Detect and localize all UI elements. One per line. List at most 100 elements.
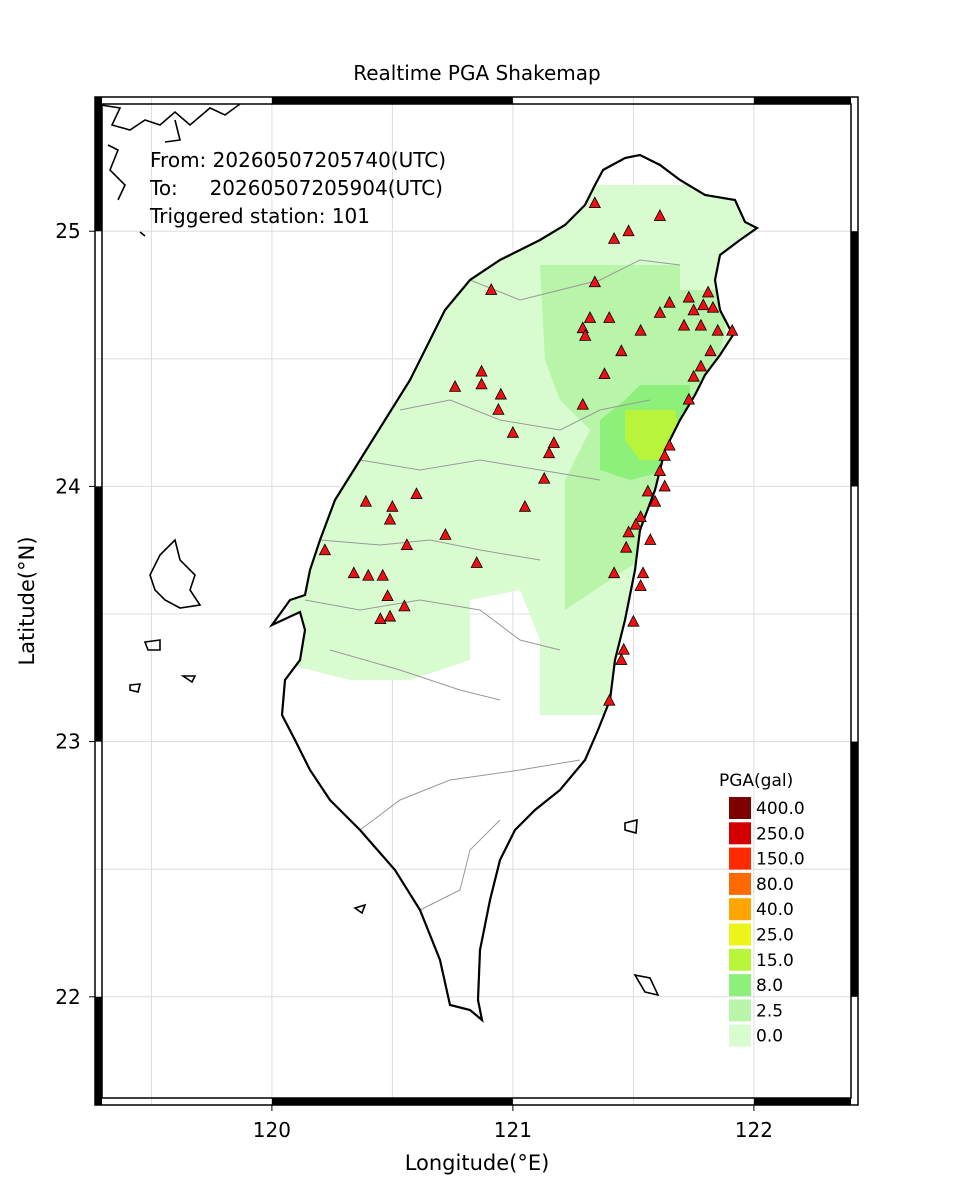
legend-swatch xyxy=(729,948,751,971)
station xyxy=(359,494,373,507)
station xyxy=(619,540,633,553)
station xyxy=(485,283,498,295)
station xyxy=(542,446,556,459)
station xyxy=(663,295,676,308)
station xyxy=(663,438,676,451)
station xyxy=(658,448,671,461)
station xyxy=(617,642,630,655)
station xyxy=(697,298,710,311)
station xyxy=(636,566,650,579)
y-tick-label: 25 xyxy=(55,219,80,243)
station xyxy=(726,323,739,336)
island xyxy=(353,818,660,997)
legend-swatch xyxy=(729,923,751,946)
legend-label: 8.0 xyxy=(756,976,783,996)
frame xyxy=(89,96,859,1111)
degree-bar xyxy=(271,1098,513,1105)
station xyxy=(506,425,520,438)
legend-label: 2.5 xyxy=(756,1001,783,1021)
y-tick-label: 23 xyxy=(55,730,80,754)
station xyxy=(410,487,423,499)
station xyxy=(701,285,715,298)
station xyxy=(538,471,551,484)
station xyxy=(687,369,700,382)
station xyxy=(374,612,387,625)
station xyxy=(627,614,640,627)
station xyxy=(607,566,621,579)
station xyxy=(622,224,635,237)
degree-bar xyxy=(271,97,513,104)
station xyxy=(704,344,717,357)
station xyxy=(629,517,642,530)
stations xyxy=(318,196,739,706)
station xyxy=(492,403,505,415)
mainland-coast xyxy=(100,103,241,237)
county-border xyxy=(304,259,681,911)
station xyxy=(547,436,561,448)
legend-swatch xyxy=(729,974,751,997)
coastline xyxy=(268,153,760,1023)
station xyxy=(682,290,695,303)
legend-label: 250.0 xyxy=(756,824,805,844)
station xyxy=(518,499,532,512)
station xyxy=(448,380,462,392)
x-tick-label: 121 xyxy=(494,1118,532,1142)
station xyxy=(383,609,397,622)
station xyxy=(439,528,452,540)
station xyxy=(706,300,720,313)
legend-label: 150.0 xyxy=(756,850,805,870)
station xyxy=(494,387,508,400)
degree-bar xyxy=(95,486,102,742)
station xyxy=(653,209,667,221)
station xyxy=(386,499,399,512)
station xyxy=(653,464,667,477)
y-axis-label: Latitude(°N) xyxy=(15,536,39,665)
legend-label: 15.0 xyxy=(756,951,794,971)
station xyxy=(615,344,628,357)
station xyxy=(648,494,662,507)
map-title: Realtime PGA Shakemap xyxy=(353,61,601,85)
station xyxy=(398,599,411,612)
station xyxy=(634,510,647,522)
degree-bar xyxy=(851,231,858,487)
degree-bar xyxy=(95,97,102,232)
station xyxy=(588,196,601,209)
degree-bar xyxy=(753,97,851,104)
station xyxy=(615,653,628,665)
station xyxy=(694,318,708,331)
station xyxy=(470,556,483,568)
legend-label: 0.0 xyxy=(756,1027,783,1047)
station xyxy=(598,367,611,380)
info-line: Triggered station: 101 xyxy=(149,204,370,228)
station xyxy=(400,538,414,551)
legend-swatch xyxy=(729,847,751,870)
y-tick-label: 24 xyxy=(55,474,80,498)
station xyxy=(622,525,635,538)
legend-title: PGA(gal) xyxy=(719,771,793,791)
station xyxy=(381,589,394,602)
x-tick-label: 120 xyxy=(253,1118,291,1142)
station xyxy=(475,377,488,390)
station xyxy=(475,364,488,377)
legend-label: 40.0 xyxy=(756,900,794,920)
station xyxy=(682,392,695,405)
station xyxy=(383,512,397,525)
station xyxy=(658,479,671,492)
station xyxy=(711,323,724,336)
x-axis-label: Longitude(°E) xyxy=(405,1151,550,1175)
legend-label: 80.0 xyxy=(756,875,794,895)
station xyxy=(677,318,691,331)
station xyxy=(687,303,700,316)
y-tick-label: 22 xyxy=(55,985,80,1009)
station xyxy=(579,328,592,341)
station xyxy=(644,533,657,545)
station xyxy=(318,543,332,556)
station xyxy=(694,359,708,372)
degree-bar xyxy=(753,1098,851,1105)
station xyxy=(583,311,597,323)
station xyxy=(362,568,375,581)
station xyxy=(376,568,389,581)
station xyxy=(634,323,647,336)
degree-bar xyxy=(851,741,858,997)
